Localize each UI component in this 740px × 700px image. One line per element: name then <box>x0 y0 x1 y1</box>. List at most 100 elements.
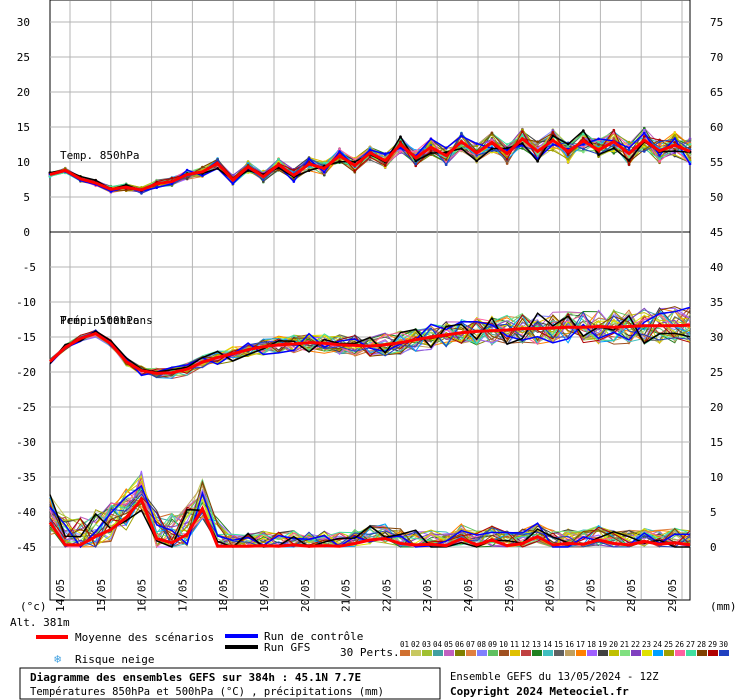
pert-swatch <box>543 650 553 656</box>
member-point <box>292 180 296 183</box>
member-point <box>658 140 661 144</box>
member-point <box>307 169 311 172</box>
pert-swatch <box>675 650 685 656</box>
member-point <box>383 152 387 156</box>
pert-swatch <box>598 650 608 656</box>
pert-number: 26 <box>675 640 685 649</box>
mean-line-850 <box>49 136 691 192</box>
x-tick-label: 17/05 <box>176 579 189 612</box>
pert-swatch <box>422 650 432 656</box>
member-point <box>551 149 555 152</box>
member-point <box>262 180 265 183</box>
member-point <box>322 173 326 177</box>
member-point <box>277 166 280 170</box>
legend-control-label: Run de contrôle <box>264 630 363 643</box>
member-point <box>521 147 524 150</box>
pert-swatch <box>642 650 652 656</box>
member-point <box>627 163 631 166</box>
pert-swatch <box>664 650 674 656</box>
member-point <box>551 145 555 149</box>
y-tick-right: 75 <box>710 16 723 29</box>
y-tick-right: 70 <box>710 51 723 64</box>
y-tick-right: 30 <box>710 331 723 344</box>
member-point <box>688 162 692 166</box>
member-point <box>658 138 661 142</box>
member-point <box>460 147 463 150</box>
pert-number: 04 <box>433 640 443 649</box>
x-tick-label: 15/05 <box>95 579 108 612</box>
member-point <box>277 168 280 172</box>
member-point <box>475 154 478 157</box>
member-point <box>246 169 250 172</box>
y-tick-left: -45 <box>16 541 36 554</box>
x-tick-label: 24/05 <box>462 579 475 612</box>
member-point <box>231 174 235 177</box>
member-point <box>612 149 616 153</box>
member-point <box>582 136 585 140</box>
member-point <box>444 158 448 161</box>
member-point <box>444 150 448 154</box>
y-tick-right: 40 <box>710 261 723 274</box>
member-point <box>246 160 250 163</box>
pert-number: 22 <box>631 640 640 649</box>
member-point <box>322 171 326 174</box>
pert-swatch <box>510 650 520 656</box>
member-point <box>353 160 357 164</box>
info-box <box>19 667 441 700</box>
member-point <box>688 158 692 162</box>
member-point <box>505 158 509 161</box>
pert-number: 16 <box>565 640 575 649</box>
y-tick-right: 55 <box>710 156 723 169</box>
member-point <box>566 152 570 156</box>
member-point <box>429 151 433 155</box>
member-point <box>551 134 555 138</box>
unit-mm: (mm) <box>710 600 737 613</box>
pert-swatch <box>433 650 443 656</box>
pert-swatch <box>554 650 564 656</box>
member-point <box>597 143 600 146</box>
y-tick-right: 20 <box>710 401 723 414</box>
mean-line-500 <box>48 323 691 375</box>
x-tick-label: 20/05 <box>299 579 312 612</box>
member-point <box>353 158 357 161</box>
member-point <box>490 131 494 135</box>
member-point <box>597 137 600 141</box>
copyright-label: Copyright 2024 Meteociel.fr <box>450 685 629 698</box>
pert-number: 24 <box>653 640 663 649</box>
y-tick-left: 10 <box>17 156 30 169</box>
y-tick-left: 15 <box>17 121 30 134</box>
pert-number: 15 <box>554 640 563 649</box>
member-point <box>94 178 98 182</box>
member-line-precip <box>49 493 691 548</box>
member-point <box>627 140 631 144</box>
member-point <box>612 143 616 147</box>
member-point <box>399 150 402 153</box>
member-point <box>338 148 341 151</box>
member-point <box>658 142 661 146</box>
member-point <box>597 155 600 158</box>
member-point <box>322 161 326 165</box>
member-point <box>582 132 585 136</box>
member-point <box>231 182 235 186</box>
member-point <box>521 130 524 133</box>
member-point <box>627 155 631 159</box>
y-tick-left: -30 <box>16 436 36 449</box>
legend-mean-label: Moyenne des scénarios <box>75 631 214 644</box>
legend-gfs-label: Run GFS <box>264 641 310 654</box>
x-tick-label: 21/05 <box>340 579 353 612</box>
pert-swatch <box>400 650 410 656</box>
member-point <box>368 155 372 159</box>
member-point <box>582 150 585 154</box>
x-tick-label: 25/05 <box>503 579 516 612</box>
y-tick-left: 0 <box>23 226 30 239</box>
x-tick-label: 16/05 <box>136 579 149 612</box>
pert-number: 27 <box>686 640 695 649</box>
pert-swatch <box>697 650 707 656</box>
member-point <box>444 146 448 150</box>
pert-swatch <box>708 650 718 656</box>
member-point <box>429 137 433 141</box>
member-point <box>292 168 296 172</box>
member-point <box>642 126 646 130</box>
y-tick-left: 25 <box>17 51 30 64</box>
